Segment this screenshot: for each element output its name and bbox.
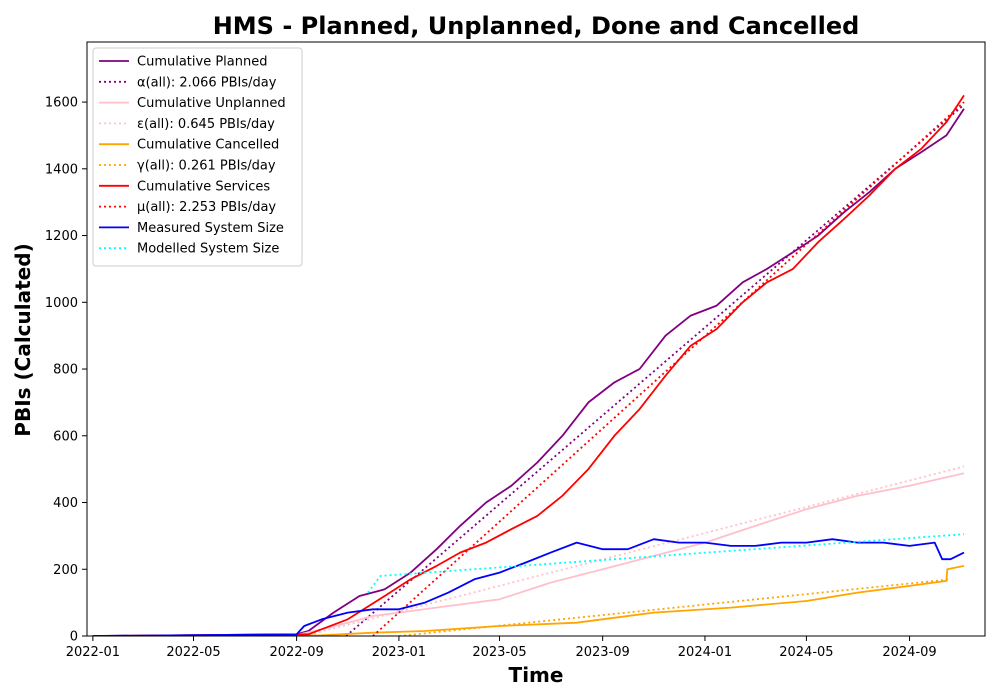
x-axis-label: Time [509, 663, 564, 687]
legend-label: α(all): 2.066 PBIs/day [137, 75, 277, 90]
series-group [92, 94, 965, 636]
y-tick-label: 1400 [45, 162, 78, 177]
y-axis-label: PBIs (Calculated) [11, 243, 35, 436]
x-tick-label: 2023-09 [575, 645, 629, 660]
plot-frame [86, 41, 986, 637]
legend-label: Measured System Size [137, 221, 284, 236]
y-tick-label: 1000 [45, 296, 78, 311]
series-line-10 [367, 533, 965, 594]
y-tick-label: 1200 [45, 229, 78, 244]
x-tick-label: 2024-05 [779, 645, 833, 660]
legend-label: Modelled System Size [137, 242, 279, 257]
legend-label: Cumulative Cancelled [137, 138, 279, 153]
y-tick-label: 200 [53, 563, 78, 578]
x-tick-label: 2024-09 [882, 645, 936, 660]
legend-label: μ(all): 2.253 PBIs/day [137, 200, 276, 215]
series-line-4 [303, 465, 965, 636]
x-tick-label: 2023-05 [472, 645, 526, 660]
legend-box [92, 47, 303, 267]
legend-label: γ(all): 0.261 PBIs/day [137, 159, 276, 174]
legend: Cumulative Planned α(all): 2.066 PBIs/day… [92, 47, 303, 267]
legend-label: Cumulative Services [137, 179, 270, 194]
y-tick-label: 600 [53, 429, 78, 444]
y-tick-label: 0 [70, 630, 78, 645]
x-tick-label: 2023-01 [372, 645, 426, 660]
series-line-2 [345, 104, 965, 636]
chart-title: HMS - Planned, Unplanned, Done and Cance… [213, 12, 860, 40]
legend-label: Cumulative Unplanned [137, 96, 286, 111]
series-line-9 [92, 538, 965, 636]
x-tick-label: 2022-09 [269, 645, 323, 660]
y-tick-label: 1600 [45, 96, 78, 111]
legend-label: ε(all): 0.645 PBIs/day [137, 117, 275, 132]
x-tick-label: 2022-05 [166, 645, 220, 660]
y-tick-label: 800 [53, 363, 78, 378]
y-tick-label: 400 [53, 496, 78, 511]
legend-label: Cumulative Planned [137, 55, 267, 70]
series-line-5 [92, 565, 965, 636]
series-line-1 [92, 108, 965, 636]
series-line-7 [92, 94, 965, 636]
series-line-3 [92, 472, 965, 636]
x-tick-label: 2022-01 [66, 645, 120, 660]
x-tick-label: 2024-01 [678, 645, 732, 660]
axes-group: 2022-01 2022-05 2022-09 2023-01 2023-05 2023-… [45, 41, 986, 660]
